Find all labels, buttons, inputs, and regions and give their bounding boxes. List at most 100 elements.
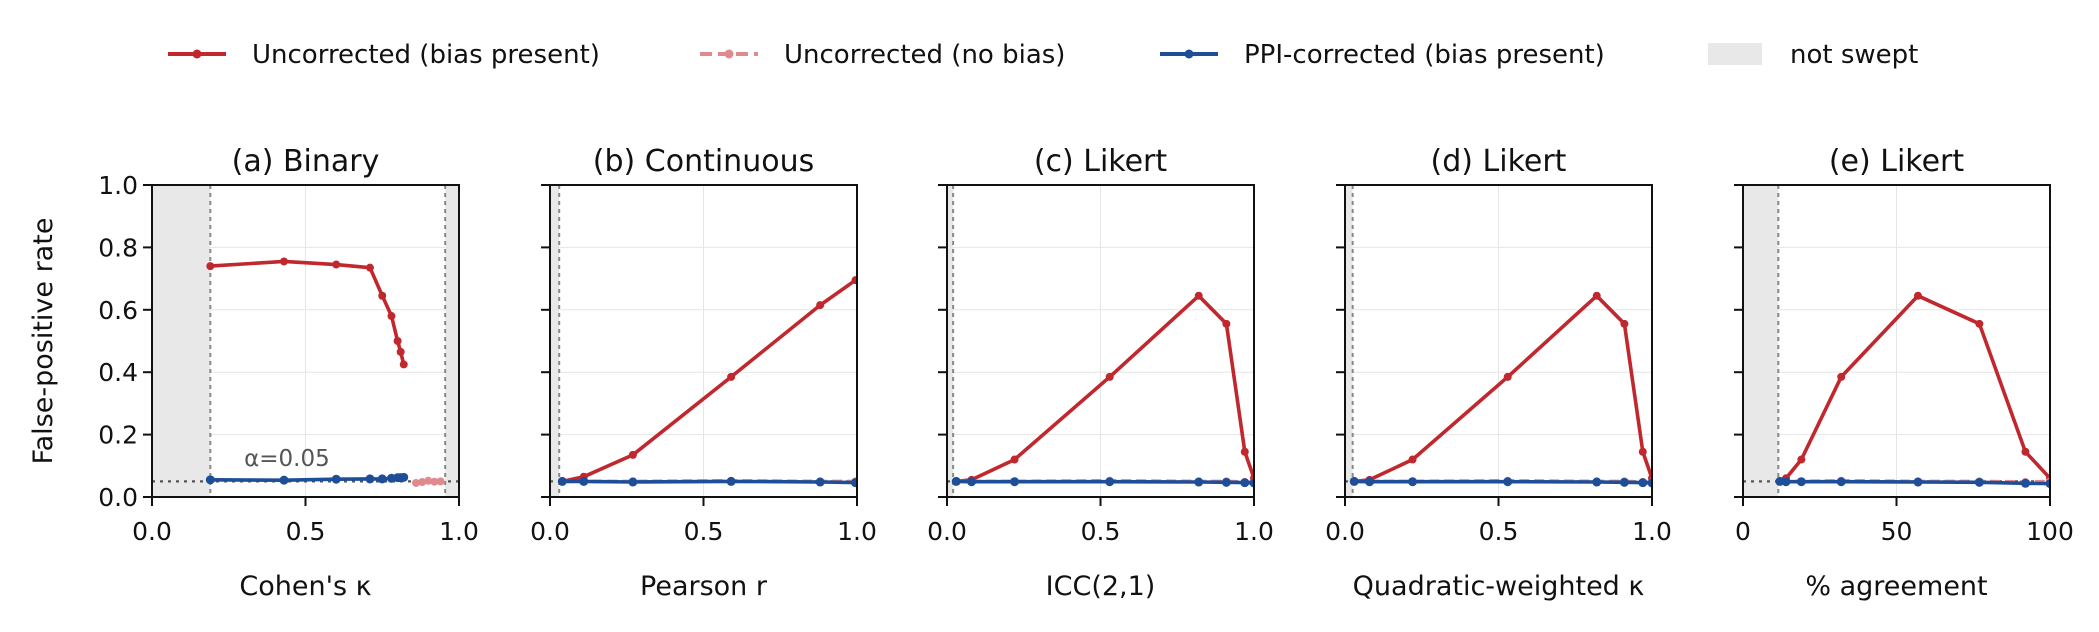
series-line-uncorrected-bias [561, 278, 857, 484]
series-line-ppi [1354, 479, 1652, 485]
x-tick-label: 50 [1881, 517, 1913, 546]
data-point-ppi [1408, 477, 1418, 487]
data-point-ppi [967, 477, 977, 487]
x-axis-label: Quadratic-weighted κ [1353, 571, 1645, 602]
x-axis-label: ICC(2,1) [1046, 571, 1156, 602]
data-point-uncorrected-bias [1592, 291, 1601, 300]
data-point-uncorrected-nobias [436, 477, 445, 486]
not-swept-region [947, 185, 954, 497]
data-point-uncorrected-bias [1797, 455, 1806, 464]
data-point-ppi [579, 476, 589, 486]
x-tick-label: 0.0 [927, 517, 967, 546]
data-point-uncorrected-bias [1503, 372, 1512, 381]
x-tick-label: 0.0 [530, 517, 570, 546]
data-point-ppi [399, 472, 409, 482]
x-tick-label: 100 [2026, 517, 2074, 546]
not-swept-region [550, 185, 560, 497]
series-line-ppi [562, 479, 856, 485]
x-tick-label: 0.0 [1325, 517, 1365, 546]
data-point-ppi [1010, 477, 1020, 487]
series-line-uncorrected-bias [1354, 293, 1652, 484]
legend-entry-1: Uncorrected (bias present) [168, 40, 600, 70]
panel-a: α=0.05 0.0 0.2 0.4 0.6 0.8 1.0 0.0 0.5 1.0 (a) Bin… [28, 144, 479, 602]
panel-b: 0.0 0.5 1.0 (b) Continuous Pearson r [530, 144, 877, 602]
data-point-ppi [1349, 476, 1359, 486]
data-point-uncorrected-bias [332, 260, 341, 269]
data-point-ppi [1249, 478, 1254, 488]
series-group [951, 291, 1254, 488]
data-point-uncorrected-nobias [412, 478, 421, 487]
x-tick-label: 1.0 [1234, 517, 1274, 546]
data-point-ppi [850, 478, 857, 488]
legend-entry-2: Uncorrected (no bias) [700, 40, 1065, 70]
data-point-uncorrected-bias [393, 337, 402, 345]
data-point-uncorrected-bias [1638, 447, 1647, 456]
series-line-ppi [956, 479, 1254, 485]
series-group [205, 257, 445, 487]
data-point-uncorrected-bias [628, 450, 637, 459]
x-tick-label: 1.0 [439, 517, 479, 546]
data-point-ppi [1647, 478, 1652, 488]
data-point-uncorrected-bias [378, 291, 387, 300]
series-group [1349, 291, 1652, 488]
data-point-uncorrected-bias [387, 312, 396, 321]
x-tick-label: 0.5 [1479, 517, 1519, 546]
data-point-ppi [557, 476, 567, 486]
data-point-ppi [951, 476, 961, 486]
y-tick-label: 0.0 [98, 483, 138, 512]
y-tick-label: 0.2 [98, 421, 138, 450]
data-point-ppi [1105, 477, 1115, 487]
data-point-uncorrected-bias [1408, 455, 1417, 464]
series-group [1775, 291, 2050, 489]
series-line-ppi [210, 475, 404, 483]
data-point-ppi [726, 476, 736, 486]
data-point-ppi [815, 477, 825, 487]
panel-title: (a) Binary [232, 144, 380, 179]
y-tick-label: 1.0 [98, 171, 138, 200]
data-point-ppi [628, 477, 638, 487]
x-tick-label: 0.0 [132, 517, 172, 546]
series-group [557, 276, 857, 488]
x-tick-label: 1.0 [1632, 517, 1672, 546]
data-point-ppi [1638, 478, 1648, 488]
not-swept-region [152, 185, 211, 497]
y-axis-label: False-positive rate [28, 218, 59, 465]
data-point-uncorrected-bias [206, 262, 215, 271]
panel-title: (c) Likert [1034, 144, 1168, 179]
panel-title: (e) Likert [1829, 144, 1965, 179]
legend-marker [724, 49, 734, 59]
y-tick-label: 0.6 [98, 296, 138, 325]
data-point-ppi [1194, 477, 1204, 487]
data-point-ppi [1619, 477, 1629, 487]
series-line-uncorrected-bias [210, 259, 406, 365]
x-tick-label: 0.5 [1081, 517, 1121, 546]
not-swept-region [445, 185, 459, 497]
data-point-uncorrected-bias [1913, 291, 1922, 300]
data-point-ppi [1221, 477, 1231, 487]
x-tick-label: 0 [1735, 517, 1751, 546]
data-point-ppi [1974, 477, 1984, 487]
legend-marker [1184, 49, 1194, 59]
data-point-uncorrected-bias [280, 257, 289, 266]
data-point-uncorrected-bias [1010, 455, 1019, 464]
data-point-uncorrected-bias [1837, 372, 1846, 381]
data-point-ppi [279, 475, 289, 485]
x-tick-label: 1.0 [837, 517, 877, 546]
y-tick-label: 0.4 [98, 358, 138, 387]
data-point-ppi [1836, 477, 1846, 487]
data-point-ppi [1796, 477, 1806, 487]
series-line-uncorrected-bias [956, 293, 1254, 484]
panels: α=0.05 0.0 0.2 0.4 0.6 0.8 1.0 0.0 0.5 1.0 (a) Bin… [28, 144, 2074, 602]
y-tick-label: 0.8 [98, 233, 138, 262]
legend-label: Uncorrected (bias present) [252, 40, 600, 70]
panel-title: (d) Likert [1431, 144, 1567, 179]
data-point-uncorrected-bias [851, 276, 857, 285]
data-point-ppi [1365, 477, 1375, 487]
legend-entry-4: not swept [1708, 40, 1918, 70]
data-point-uncorrected-bias [1105, 372, 1114, 381]
legend-marker [192, 49, 202, 59]
data-point-uncorrected-bias [1975, 319, 1984, 328]
data-point-ppi [205, 475, 215, 485]
data-point-uncorrected-nobias [424, 476, 433, 485]
data-point-ppi [1240, 478, 1250, 488]
